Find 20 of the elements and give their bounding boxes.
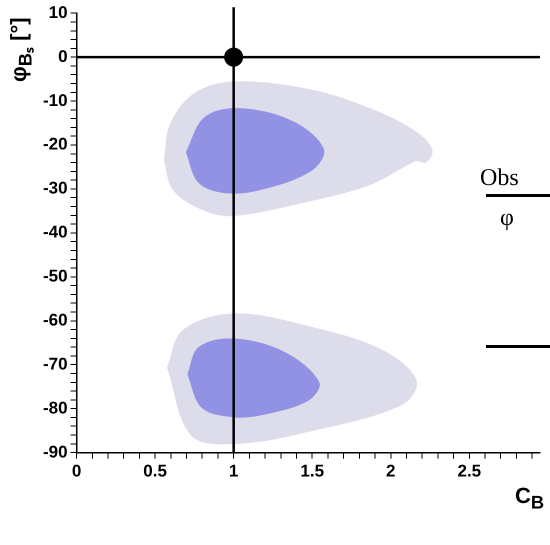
x-tick-label: 2 (386, 461, 396, 480)
annotation: φ (500, 205, 514, 232)
y-tick-label: -10 (42, 90, 68, 110)
y-tick-label: -20 (42, 134, 68, 154)
y-tick-label: -90 (42, 442, 68, 462)
y-tick-label: 10 (48, 2, 68, 22)
y-tick-label: -80 (42, 398, 68, 418)
x-tick-label: 0.5 (143, 461, 167, 480)
y-tick-label: -30 (42, 178, 68, 198)
y-tick-label: -70 (42, 354, 68, 374)
x-axis-title: C$_{B}$ (515, 482, 544, 513)
x-tick-label: 1.5 (300, 461, 324, 480)
y-tick-label: -60 (42, 310, 68, 330)
x-tick-label: 1 (228, 461, 238, 480)
annotation: Obs (480, 165, 519, 192)
y-tick-label: 0 (58, 46, 68, 66)
x-tick-label: 0 (72, 461, 82, 480)
x-tick-label: 2.5 (457, 461, 482, 480)
y-tick-label: -40 (42, 222, 68, 242)
y-tick-label: -50 (42, 266, 68, 286)
